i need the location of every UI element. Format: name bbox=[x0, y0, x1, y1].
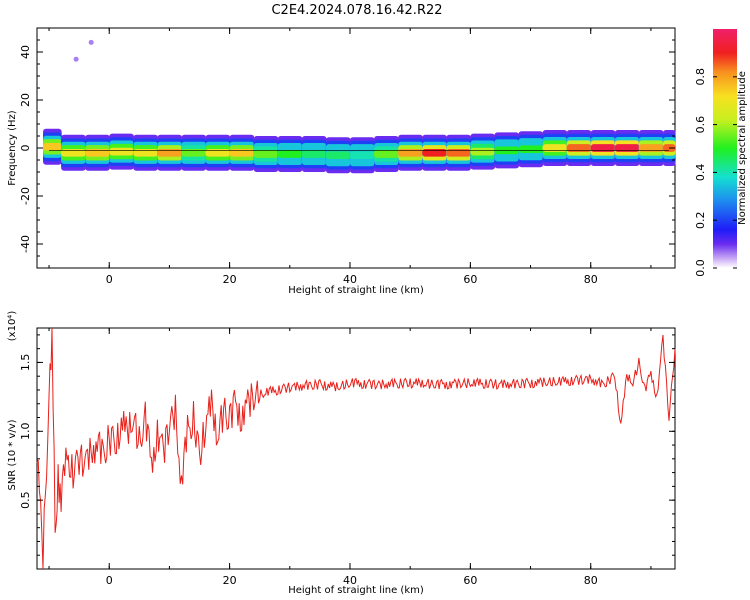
y-tick-label: 20 bbox=[19, 93, 32, 107]
heatmap-cell bbox=[422, 148, 447, 157]
y-tick-label: 0 bbox=[19, 145, 32, 152]
colorbar-tick-label: 0.2 bbox=[694, 211, 707, 229]
snr-ticks: 0 20 40 60 80 0.5 1.0 1.5 bbox=[19, 328, 675, 587]
figure-title: C2E4.2024.078.16.42.R22 bbox=[271, 3, 442, 18]
heatmap-cell bbox=[85, 148, 110, 157]
heatmap-cell bbox=[229, 148, 255, 157]
spectrogram-ticks: 0 20 40 60 80 -40 -20 0 20 40 bbox=[19, 27, 675, 286]
x-tick-label: 20 bbox=[223, 273, 237, 286]
snr-frame bbox=[36, 327, 676, 570]
heatmap-cell bbox=[374, 150, 399, 158]
heatmap-cell bbox=[614, 144, 640, 152]
heatmap-cell bbox=[518, 145, 544, 154]
heatmap-cell bbox=[590, 144, 616, 152]
heatmap-cell bbox=[133, 148, 158, 157]
y-tick-label: 40 bbox=[19, 45, 32, 59]
heatmap-cell bbox=[43, 142, 62, 151]
colorbar-tick-label: 0.8 bbox=[694, 68, 707, 86]
snr-panel: 0 20 40 60 80 0.5 1.0 1.5 Height of straight li… bbox=[7, 311, 676, 596]
colorbar: 0.0 0.2 0.4 0.6 0.8 Normalized spectral ampl… bbox=[694, 29, 748, 277]
heatmap-cell bbox=[542, 144, 568, 152]
y-tick-label: 1.0 bbox=[19, 423, 32, 441]
heatmap-cell bbox=[253, 150, 279, 158]
x-tick-label: 0 bbox=[106, 273, 113, 286]
x-tick-label: 60 bbox=[463, 574, 477, 587]
heatmap-cell bbox=[325, 151, 351, 160]
x-tick-label: 0 bbox=[106, 574, 113, 587]
colorbar-gradient bbox=[713, 29, 737, 268]
spectrogram-ylabel: Frequency (Hz) bbox=[7, 110, 18, 186]
heatmap-cell bbox=[638, 144, 664, 152]
x-tick-label: 40 bbox=[343, 574, 357, 587]
heatmap-cell bbox=[205, 148, 231, 157]
heatmap-cell bbox=[398, 148, 423, 157]
snr-xlabel: Height of straight line (km) bbox=[288, 585, 424, 596]
snr-multiplier: (x10⁴) bbox=[7, 311, 18, 342]
y-tick-label: 0.5 bbox=[19, 491, 32, 509]
heatmap-cell bbox=[181, 148, 207, 157]
x-tick-label: 80 bbox=[584, 574, 598, 587]
x-tick-label: 40 bbox=[343, 273, 357, 286]
colorbar-label: Normalized spectral amplitude bbox=[737, 71, 748, 225]
heatmap-cell bbox=[61, 148, 86, 157]
heatmap-cell bbox=[349, 151, 375, 160]
colorbar-tick-label: 0.0 bbox=[694, 259, 707, 277]
x-tick-label: 80 bbox=[584, 273, 598, 286]
heatmap-cell bbox=[157, 148, 183, 157]
snr-ylabel: SNR (10 * v/v) bbox=[7, 419, 18, 490]
x-tick-label: 20 bbox=[223, 574, 237, 587]
snr-series-line bbox=[36, 327, 676, 570]
heatmap-cell bbox=[446, 148, 471, 157]
y-tick-label: -20 bbox=[19, 187, 32, 205]
x-tick-label: 60 bbox=[463, 273, 477, 286]
heatmap-outlier bbox=[73, 56, 79, 62]
colorbar-ticks: 0.0 0.2 0.4 0.6 0.8 bbox=[694, 68, 737, 277]
heatmap-cell bbox=[277, 150, 303, 158]
colorbar-tick-label: 0.6 bbox=[694, 116, 707, 134]
y-tick-label: 1.5 bbox=[19, 354, 32, 372]
spectrogram-xlabel: Height of straight line (km) bbox=[288, 285, 424, 296]
heatmap-cell bbox=[301, 150, 327, 158]
spectrogram-panel: 0 20 40 60 80 -40 -20 0 20 40 Height of straight … bbox=[7, 27, 676, 296]
spectrogram-heatmap bbox=[43, 39, 676, 174]
y-tick-label: -40 bbox=[19, 235, 32, 253]
heatmap-cell bbox=[109, 147, 134, 156]
heatmap-outlier bbox=[88, 39, 94, 45]
heatmap-cell bbox=[470, 147, 496, 156]
colorbar-tick-label: 0.4 bbox=[694, 164, 707, 182]
heatmap-cell bbox=[566, 144, 592, 152]
